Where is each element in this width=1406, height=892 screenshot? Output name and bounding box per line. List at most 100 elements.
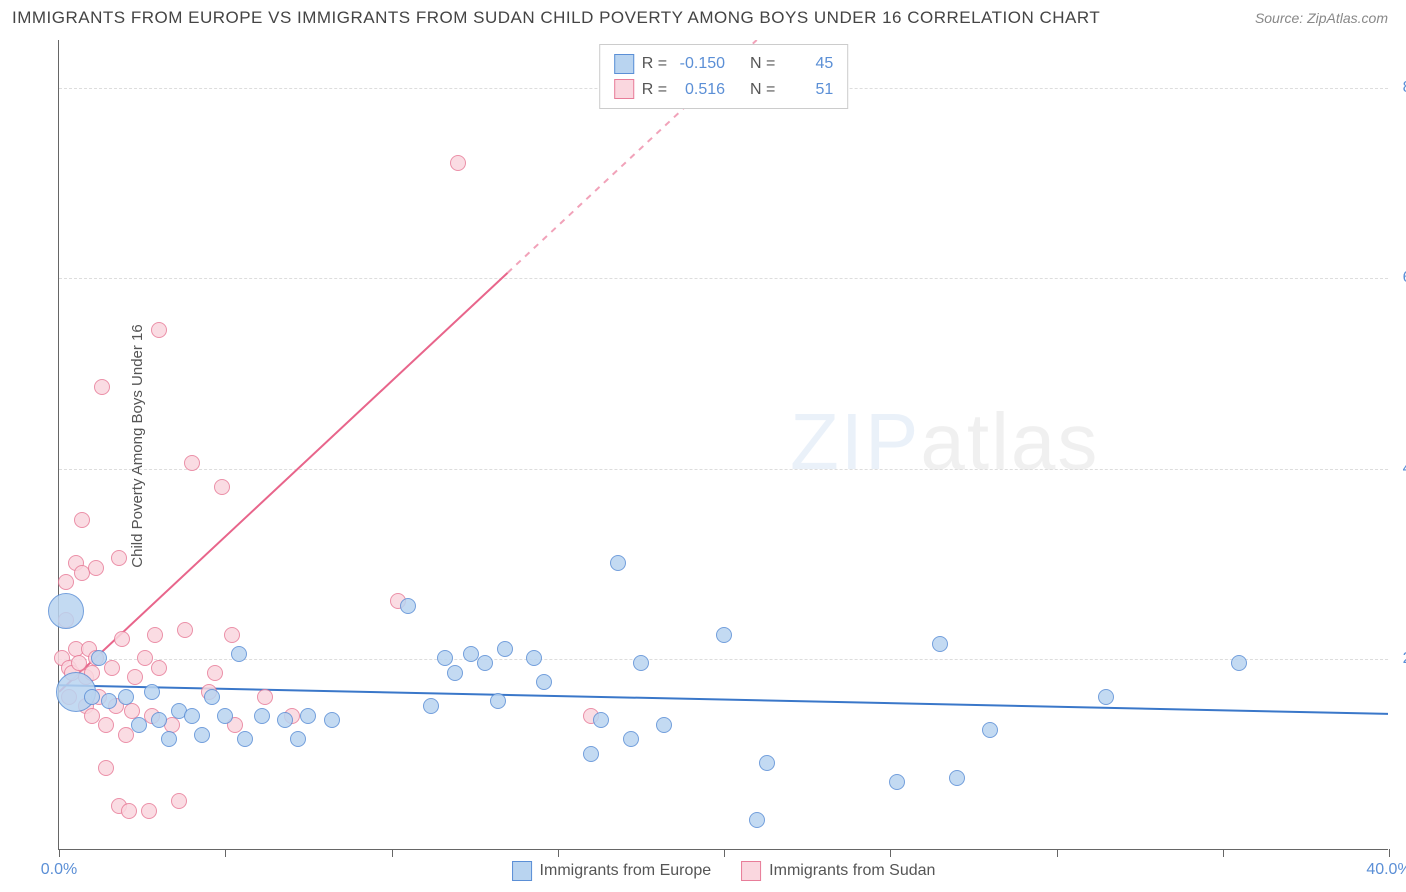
data-point-sudan xyxy=(104,660,120,676)
data-point-europe xyxy=(633,655,649,671)
data-point-europe xyxy=(254,708,270,724)
chart-title: IMMIGRANTS FROM EUROPE VS IMMIGRANTS FRO… xyxy=(12,8,1100,28)
data-point-europe xyxy=(48,593,84,629)
watermark-atlas: atlas xyxy=(920,397,1099,486)
legend-series-label: Immigrants from Europe xyxy=(540,862,712,880)
data-point-sudan xyxy=(184,455,200,471)
plot-area: ZIPatlas 20.0%40.0%60.0%80.0% 0.0%40.0% … xyxy=(58,40,1388,850)
legend-series: Immigrants from Europe Immigrants from Su… xyxy=(512,861,936,881)
gridline-h xyxy=(59,469,1388,470)
data-point-europe xyxy=(447,665,463,681)
data-point-sudan xyxy=(127,669,143,685)
legend-correlation-row: R =-0.150 N =45 xyxy=(614,51,834,77)
data-point-sudan xyxy=(257,689,273,705)
data-point-sudan xyxy=(207,665,223,681)
x-tick-label: 40.0% xyxy=(1366,861,1406,879)
data-point-europe xyxy=(144,684,160,700)
data-point-europe xyxy=(231,646,247,662)
legend-r-value: -0.150 xyxy=(675,51,725,77)
gridline-h xyxy=(59,278,1388,279)
legend-series-label: Immigrants from Sudan xyxy=(769,862,935,880)
data-point-europe xyxy=(759,755,775,771)
data-point-europe xyxy=(656,717,672,733)
y-tick-label: 40.0% xyxy=(1393,460,1406,478)
data-point-sudan xyxy=(121,803,137,819)
data-point-sudan xyxy=(214,479,230,495)
data-point-europe xyxy=(477,655,493,671)
data-point-europe xyxy=(277,712,293,728)
data-point-europe xyxy=(749,812,765,828)
data-point-europe xyxy=(324,712,340,728)
watermark-zip: ZIP xyxy=(790,397,920,486)
trendlines-svg xyxy=(59,40,1388,849)
data-point-sudan xyxy=(151,322,167,338)
data-point-europe xyxy=(490,693,506,709)
data-point-europe xyxy=(716,627,732,643)
legend-n-value: 45 xyxy=(783,51,833,77)
data-point-europe xyxy=(623,731,639,747)
x-tick xyxy=(225,849,226,857)
data-point-europe xyxy=(91,650,107,666)
watermark: ZIPatlas xyxy=(790,396,1099,488)
x-tick xyxy=(1057,849,1058,857)
data-point-europe xyxy=(497,641,513,657)
data-point-europe xyxy=(437,650,453,666)
data-point-sudan xyxy=(98,717,114,733)
legend-r-value: 0.516 xyxy=(675,77,725,103)
data-point-europe xyxy=(1098,689,1114,705)
data-point-sudan xyxy=(177,622,193,638)
data-point-europe xyxy=(536,674,552,690)
data-point-sudan xyxy=(450,155,466,171)
y-tick-label: 60.0% xyxy=(1393,269,1406,287)
data-point-sudan xyxy=(224,627,240,643)
data-point-europe xyxy=(204,689,220,705)
data-point-europe xyxy=(300,708,316,724)
x-tick-label: 0.0% xyxy=(41,861,77,879)
data-point-europe xyxy=(194,727,210,743)
data-point-europe xyxy=(237,731,253,747)
legend-correlation: R = -0.150 N = 45R = 0.516 N = 51 xyxy=(599,44,849,109)
x-tick xyxy=(558,849,559,857)
legend-n-value: 51 xyxy=(783,77,833,103)
gridline-h xyxy=(59,659,1388,660)
data-point-europe xyxy=(84,689,100,705)
data-point-sudan xyxy=(74,512,90,528)
data-point-europe xyxy=(593,712,609,728)
legend-swatch-icon xyxy=(512,861,532,881)
data-point-sudan xyxy=(151,660,167,676)
legend-swatch-icon xyxy=(741,861,761,881)
data-point-sudan xyxy=(114,631,130,647)
data-point-europe xyxy=(400,598,416,614)
legend-series-item: Immigrants from Sudan xyxy=(741,861,935,881)
data-point-europe xyxy=(161,731,177,747)
data-point-europe xyxy=(949,770,965,786)
data-point-europe xyxy=(423,698,439,714)
data-point-sudan xyxy=(88,560,104,576)
x-tick xyxy=(1389,849,1390,857)
x-tick xyxy=(890,849,891,857)
data-point-europe xyxy=(131,717,147,733)
data-point-europe xyxy=(184,708,200,724)
source-label: Source: ZipAtlas.com xyxy=(1255,10,1388,26)
data-point-europe xyxy=(217,708,233,724)
legend-swatch-icon xyxy=(614,54,634,74)
data-point-sudan xyxy=(94,379,110,395)
legend-r-label: R = xyxy=(642,51,667,77)
data-point-sudan xyxy=(58,574,74,590)
data-point-europe xyxy=(118,689,134,705)
data-point-sudan xyxy=(98,760,114,776)
data-point-europe xyxy=(610,555,626,571)
legend-series-item: Immigrants from Europe xyxy=(512,861,712,881)
data-point-europe xyxy=(932,636,948,652)
data-point-sudan xyxy=(171,793,187,809)
data-point-europe xyxy=(151,712,167,728)
x-tick xyxy=(1223,849,1224,857)
data-point-europe xyxy=(526,650,542,666)
legend-r-label: R = xyxy=(642,77,667,103)
y-tick-label: 20.0% xyxy=(1393,650,1406,668)
data-point-europe xyxy=(583,746,599,762)
legend-n-label: N = xyxy=(750,77,775,103)
data-point-sudan xyxy=(141,803,157,819)
data-point-europe xyxy=(889,774,905,790)
legend-correlation-row: R = 0.516 N = 51 xyxy=(614,77,834,103)
